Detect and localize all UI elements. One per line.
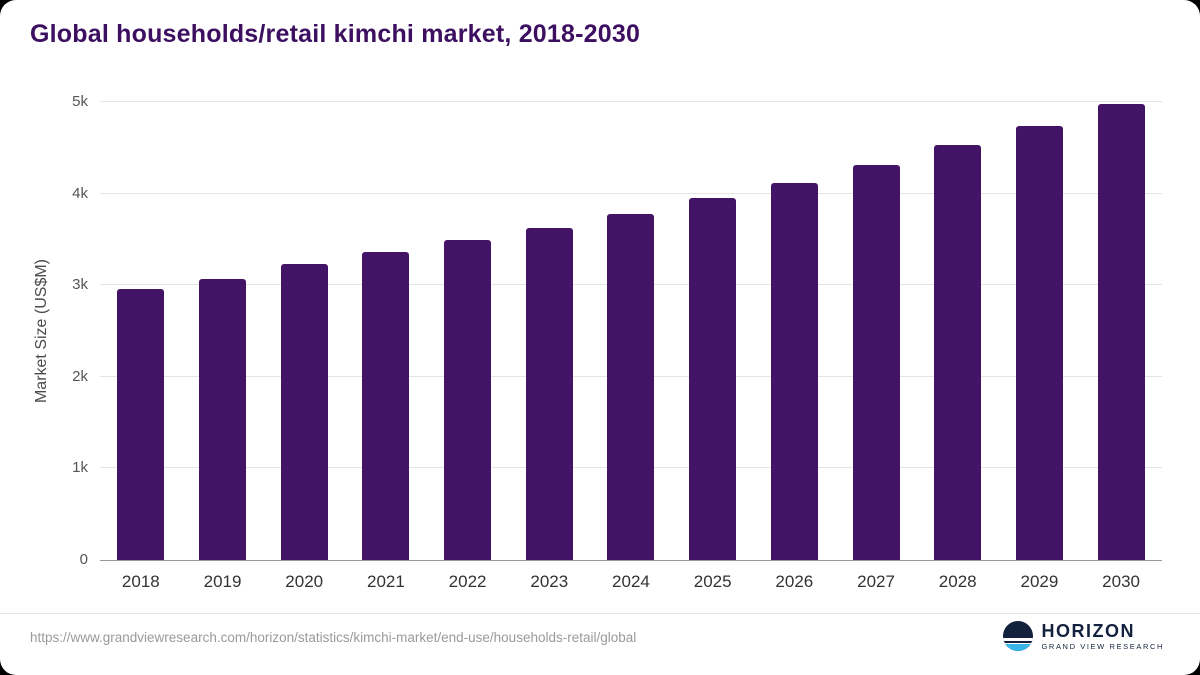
gridline xyxy=(100,192,1162,194)
bar-2023 xyxy=(525,227,573,560)
bar-cell xyxy=(1080,102,1162,560)
bar-series xyxy=(100,102,1162,560)
bar-cell xyxy=(754,102,836,560)
x-tick-label: 2028 xyxy=(938,572,977,591)
page-title: Global households/retail kimchi market, … xyxy=(30,20,641,48)
y-axis-ticks: 0 1k 2k 3k 4k 5k xyxy=(0,94,88,568)
bar-cell xyxy=(182,102,264,560)
bar-cell xyxy=(917,102,999,560)
bar-cell xyxy=(835,102,917,560)
x-tick-label: 2020 xyxy=(285,572,324,591)
horizon-logo-icon xyxy=(1002,621,1033,651)
y-tick-label: 3k xyxy=(72,276,88,294)
bar-2027 xyxy=(852,165,900,560)
y-tick-label: 0 xyxy=(79,551,88,568)
x-tick-label: 2024 xyxy=(612,572,650,591)
x-tick-label: 2027 xyxy=(857,572,895,591)
x-tick-label: 2029 xyxy=(1020,572,1059,591)
horizon-sea xyxy=(1002,642,1033,651)
bar-2018 xyxy=(117,288,165,560)
bar-2025 xyxy=(689,198,737,560)
brand-logo: HORIZON GRAND VIEW RESEARCH xyxy=(1002,621,1165,651)
bar-2028 xyxy=(934,145,982,560)
bar-2024 xyxy=(607,213,655,560)
gridline xyxy=(100,101,1162,102)
y-tick-label: 5k xyxy=(72,93,88,110)
bar-2029 xyxy=(1015,125,1063,560)
bar-2021 xyxy=(362,252,410,560)
x-tick-label: 2025 xyxy=(693,572,732,591)
bar-cell xyxy=(345,102,427,560)
bar-2019 xyxy=(199,278,247,560)
logo-text: HORIZON GRAND VIEW RESEARCH xyxy=(1042,622,1165,651)
x-tick-label: 2021 xyxy=(366,572,405,591)
plot-area xyxy=(100,101,1162,561)
y-tick-label: 1k xyxy=(72,459,88,477)
bar-cell xyxy=(508,102,590,560)
x-tick-label: 2030 xyxy=(1102,572,1140,591)
x-tick-label: 2018 xyxy=(121,572,160,591)
source-url: https://www.grandviewresearch.com/horizo… xyxy=(30,630,637,645)
bar-2030 xyxy=(1097,103,1145,560)
bar-cell xyxy=(999,102,1081,560)
x-tick-label: 2026 xyxy=(775,572,814,591)
bar-2022 xyxy=(444,240,492,560)
logo-name: HORIZON xyxy=(1041,620,1135,641)
bar-2026 xyxy=(770,182,818,560)
bar-cell xyxy=(590,102,672,560)
bar-2020 xyxy=(280,264,328,560)
horizon-line xyxy=(1002,638,1033,641)
x-tick-label: 2022 xyxy=(448,572,487,591)
footer-divider xyxy=(0,613,1200,614)
logo-subtitle: GRAND VIEW RESEARCH xyxy=(1041,641,1164,651)
y-tick-label: 4k xyxy=(72,184,88,202)
x-tick-label: 2019 xyxy=(203,572,242,591)
x-tick-label: 2023 xyxy=(530,572,569,591)
y-tick-label: 2k xyxy=(72,367,88,385)
bar-cell xyxy=(263,102,345,560)
x-axis-labels: 2018 2019 2020 2021 2022 2023 2024 2025 2026 2027… xyxy=(100,572,1162,592)
bar-cell xyxy=(100,102,182,560)
bar-cell xyxy=(427,102,509,560)
bar-cell xyxy=(672,102,754,560)
